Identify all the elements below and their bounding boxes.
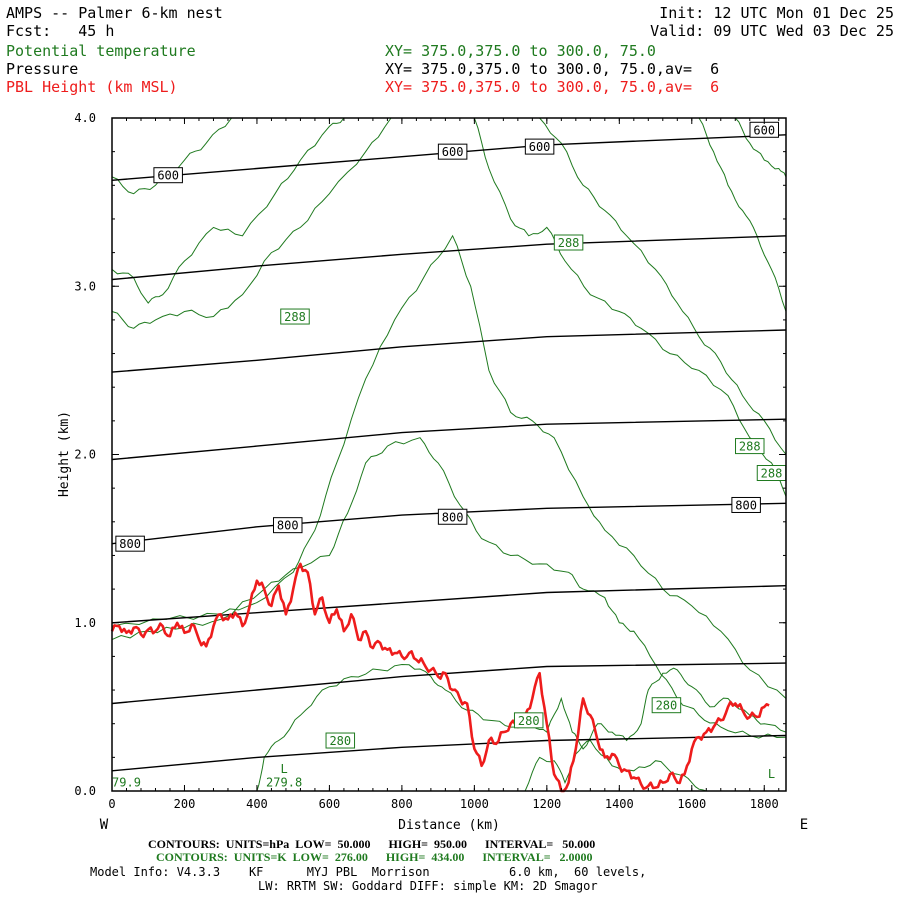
model-info: Model Info: V4.3.3 KF MYJ PBL Morrison 6… [90, 865, 647, 879]
pressure-label: 600 [153, 167, 183, 184]
field-pbl-name: PBL Height (km MSL) [6, 78, 178, 96]
init-time: Init: 12 UTC Mon 01 Dec 25 [659, 4, 894, 22]
svg-text:600: 600 [157, 169, 179, 183]
theta-contour [111, 117, 392, 329]
pressure-contour [111, 134, 787, 181]
model-title: AMPS -- Palmer 6-km nest [6, 4, 223, 22]
theta-contour [111, 437, 787, 739]
x-tick-label: 1200 [532, 797, 561, 811]
y-tick-label: 3.0 [74, 279, 96, 293]
low-center-label: L [768, 767, 775, 781]
west-end-label: W [100, 817, 109, 833]
field-pressure-xy: XY= 375.0,375.0 to 300.0, 75.0,av= 6 [385, 60, 720, 78]
pressure-label: 800 [272, 517, 303, 534]
plot-frame [111, 117, 787, 792]
x-tick-label: 400 [246, 797, 268, 811]
svg-text:280: 280 [656, 699, 678, 713]
low-center-label: L [281, 762, 288, 776]
y-tick-label: 4.0 [74, 111, 96, 125]
pressure-label: 600 [749, 121, 780, 138]
pressure-label: 800 [437, 508, 468, 525]
east-end-label: E [800, 817, 808, 833]
x-tick-label: 600 [319, 797, 341, 811]
theta-label: 288 [553, 234, 584, 251]
theta-contour-info: CONTOURS: UNITS=K LOW= 276.00 HIGH= 434.… [156, 850, 593, 864]
field-pressure-name: Pressure [6, 60, 79, 78]
pressure-contour [111, 662, 787, 705]
theta-contour [473, 117, 787, 497]
y-axis-title: Height (km) [57, 411, 72, 497]
y-tick-label: 1.0 [74, 616, 96, 630]
svg-text:600: 600 [529, 140, 551, 154]
pbl-height-line [110, 562, 770, 793]
svg-text:600: 600 [442, 145, 464, 159]
theta-contour [698, 117, 787, 312]
theta-label: 288 [756, 465, 787, 482]
svg-text:288: 288 [284, 310, 306, 324]
x-tick-label: 1600 [677, 797, 706, 811]
svg-text:280: 280 [518, 714, 540, 728]
x-tick-label: 800 [391, 797, 413, 811]
pressure-contour-info: CONTOURS: UNITS=hPa LOW= 50.000 HIGH= 95… [148, 837, 596, 851]
svg-text:288: 288 [739, 440, 761, 454]
svg-text:280: 280 [329, 734, 351, 748]
valid-time: Valid: 09 UTC Wed 03 Dec 25 [650, 22, 894, 40]
x-axis-title: Distance (km) [398, 818, 500, 833]
theta-contour [111, 234, 787, 699]
physics-info: LW: RRTM SW: Goddard DIFF: simple KM: 2D… [258, 879, 598, 893]
theta-label: 288 [735, 438, 765, 455]
theta-contour [539, 117, 787, 455]
svg-text:800: 800 [277, 519, 299, 533]
field-theta-name: Potential temperature [6, 42, 196, 60]
low-center-label: 279.8 [266, 776, 302, 790]
theta-contour [734, 117, 787, 178]
pressure-contour [111, 235, 787, 281]
field-pbl-xy: XY= 375.0,375.0 to 300.0, 75.0,av= 6 [385, 78, 720, 96]
y-tick-label: 2.0 [74, 448, 96, 462]
pressure-label: 600 [437, 143, 468, 160]
theta-contour [111, 117, 345, 304]
low-center-label: 79.9 [112, 776, 141, 790]
pressure-label: 800 [731, 496, 761, 513]
pressure-contour [111, 734, 787, 772]
y-tick-label: 0.0 [74, 784, 96, 798]
svg-text:288: 288 [761, 467, 783, 481]
pressure-label: 800 [115, 535, 145, 552]
theta-contour [256, 663, 787, 792]
forecast-hour: Fcst: 45 h [6, 22, 115, 40]
svg-text:288: 288 [558, 236, 580, 250]
x-tick-label: 1800 [750, 797, 779, 811]
x-tick-label: 0 [108, 797, 115, 811]
pressure-label: 600 [524, 138, 555, 155]
pressure-contour [111, 418, 787, 461]
x-tick-label: 200 [174, 797, 196, 811]
field-theta-xy: XY= 375.0,375.0 to 300.0, 75.0 [385, 42, 656, 60]
theta-label: 280 [651, 697, 682, 714]
pressure-contour [111, 502, 787, 545]
svg-text:600: 600 [753, 123, 775, 137]
svg-text:800: 800 [119, 537, 141, 551]
pressure-contour [111, 585, 787, 624]
theta-label: 280 [513, 712, 544, 729]
x-tick-label: 1000 [460, 797, 489, 811]
svg-text:800: 800 [735, 498, 757, 512]
pressure-contour [111, 329, 787, 373]
x-tick-label: 1400 [605, 797, 634, 811]
svg-text:800: 800 [442, 510, 464, 524]
theta-label: 288 [280, 308, 310, 325]
theta-label: 280 [325, 732, 356, 749]
